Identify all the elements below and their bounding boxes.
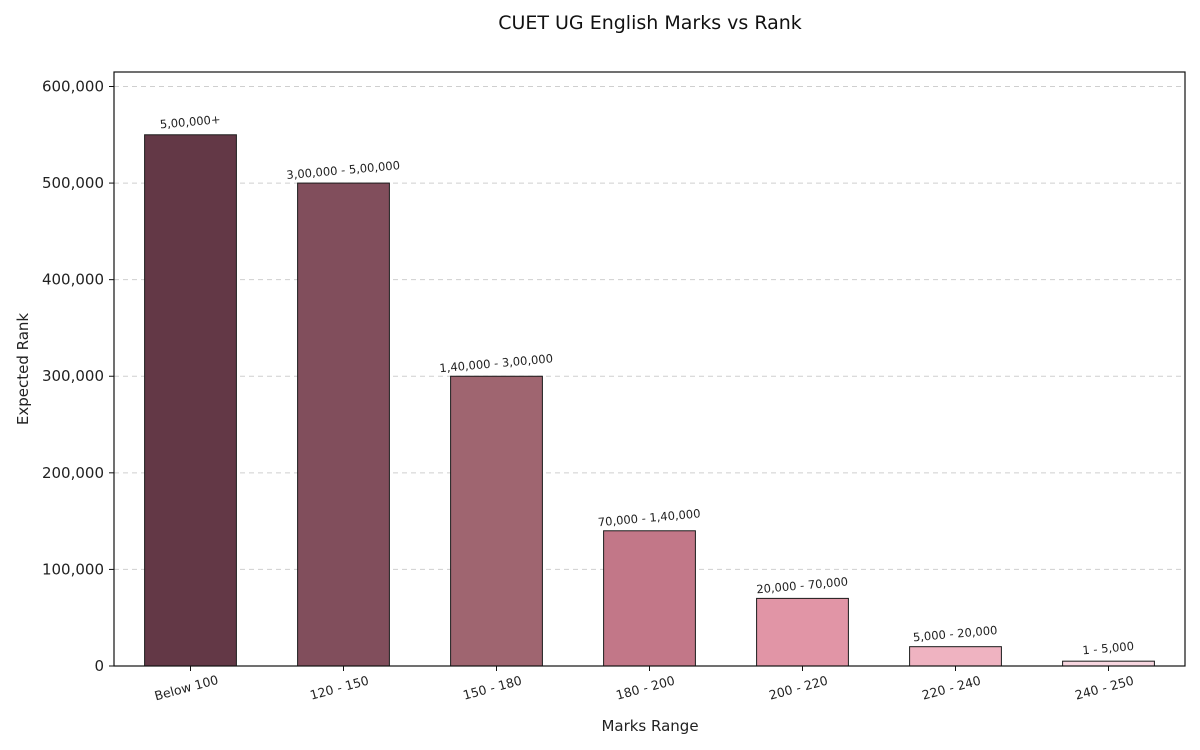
x-tick-label: 240 - 250	[1073, 673, 1135, 703]
x-tick-label: Below 100	[153, 672, 220, 703]
bar	[450, 375, 543, 667]
y-tick-label: 100,000	[42, 560, 104, 578]
bar	[756, 597, 849, 667]
data-label: 1,40,000 - 3,00,000	[439, 351, 554, 375]
data-label: 70,000 - 1,40,000	[597, 506, 701, 529]
y-axis: 0 100,000 200,000 300,000 400,000 500,000 600,…	[42, 77, 114, 675]
data-label: 5,000 - 20,000	[912, 623, 998, 644]
x-axis: Below 100 120 - 150 150 - 180 180 - 200 200 …	[153, 666, 1135, 703]
bar	[1062, 660, 1155, 667]
x-tick-label: 120 - 150	[308, 673, 370, 703]
y-tick-label: 500,000	[42, 174, 104, 192]
y-axis-label: Expected Rank	[14, 313, 32, 426]
bar	[297, 182, 390, 667]
y-tick-label: 600,000	[42, 77, 104, 95]
bars	[144, 134, 1155, 667]
x-tick-label: 150 - 180	[461, 673, 523, 703]
chart-title: CUET UG English Marks vs Rank	[498, 12, 802, 34]
x-axis-label: Marks Range	[601, 717, 698, 735]
x-tick-label: 200 - 220	[767, 673, 829, 703]
bar	[144, 134, 237, 667]
x-tick-label: 180 - 200	[614, 673, 676, 703]
data-label: 3,00,000 - 5,00,000	[286, 158, 401, 182]
data-label: 20,000 - 70,000	[756, 574, 849, 596]
y-tick-label: 400,000	[42, 271, 104, 289]
y-tick-label: 300,000	[42, 367, 104, 385]
bar	[603, 530, 696, 667]
data-label: 5,00,000+	[159, 112, 221, 131]
x-tick-label: 220 - 240	[920, 673, 982, 703]
data-label: 1 - 5,000	[1082, 639, 1135, 657]
y-tick-label: 200,000	[42, 464, 104, 482]
bar	[909, 646, 1002, 667]
y-tick-label: 0	[94, 657, 104, 675]
gridlines	[114, 85, 1185, 570]
